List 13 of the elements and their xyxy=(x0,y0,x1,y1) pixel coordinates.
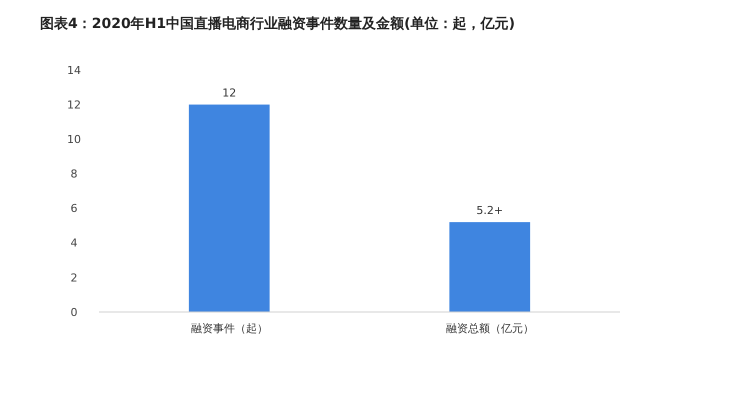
data-label: 5.2+ xyxy=(476,204,504,218)
y-tick-label: 6 xyxy=(70,202,78,216)
y-tick-label: 2 xyxy=(70,271,78,284)
y-tick-label: 0 xyxy=(70,306,78,319)
x-tick-label: 融资事件（起） xyxy=(190,322,268,335)
y-tick-label: 14 xyxy=(67,64,81,77)
chart-title: 图表4：2020年H1中国直播电商行业融资事件数量及金额(单位：起，亿元) xyxy=(40,15,515,32)
x-tick-label: 融资总额（亿元） xyxy=(446,322,534,335)
y-tick-label: 4 xyxy=(70,236,78,250)
y-tick-label: 10 xyxy=(67,132,81,146)
y-tick-label: 8 xyxy=(70,168,78,181)
y-tick-label: 12 xyxy=(67,98,81,112)
data-label: 12 xyxy=(222,86,236,100)
